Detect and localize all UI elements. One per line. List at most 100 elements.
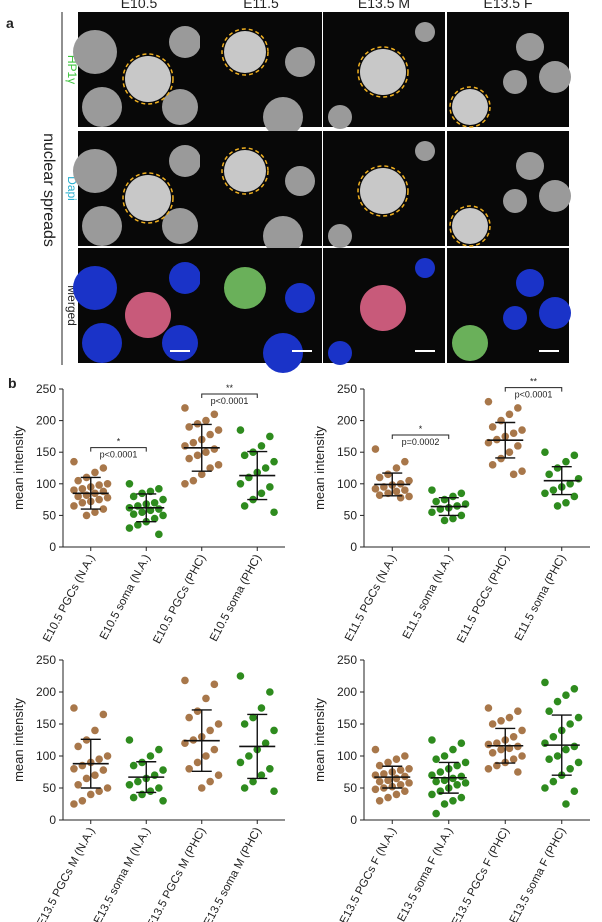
data-point: [432, 497, 440, 506]
data-point: [266, 483, 274, 491]
panel-label: a: [6, 15, 14, 31]
data-point: [70, 765, 78, 773]
data-point: [457, 511, 466, 520]
data-point: [261, 464, 270, 472]
data-point: [396, 766, 405, 774]
y-tick-label: 150: [337, 445, 357, 459]
data-point: [193, 707, 202, 715]
data-point: [545, 755, 553, 763]
y-tick-label: 0: [49, 540, 56, 554]
data-point: [428, 508, 436, 517]
nucleus: [285, 283, 315, 313]
data-point: [91, 508, 99, 517]
data-point: [375, 797, 384, 805]
y-tick-label: 150: [36, 717, 56, 731]
data-point: [375, 473, 384, 482]
nucleus: [360, 285, 406, 331]
nucleus: [263, 333, 303, 373]
panel-label: b: [8, 375, 17, 391]
data-point: [518, 426, 526, 434]
nucleus: [452, 89, 488, 125]
x-tick-label: E10.5 PGCs (N.A.): [41, 553, 97, 645]
data-point: [428, 736, 436, 744]
data-point: [457, 772, 466, 781]
nucleus: [328, 105, 352, 129]
data-point: [125, 480, 134, 488]
nucleus: [73, 30, 117, 74]
nucleus: [125, 56, 171, 102]
p-value: p<0.0001: [100, 450, 138, 460]
data-point: [405, 779, 413, 787]
data-point: [514, 768, 522, 776]
nucleus: [516, 33, 544, 61]
y-tick-label: 250: [337, 382, 357, 396]
data-point: [570, 742, 579, 751]
data-point: [159, 766, 167, 774]
data-point: [401, 752, 409, 760]
data-point: [95, 481, 103, 489]
data-point: [405, 476, 413, 485]
data-point: [78, 797, 87, 805]
data-point: [566, 765, 574, 773]
data-point: [384, 793, 392, 802]
data-point: [99, 464, 108, 472]
nucleus: [415, 22, 435, 42]
data-point: [125, 524, 134, 532]
data-point: [384, 758, 392, 767]
outline: [449, 205, 491, 247]
data-point: [134, 521, 142, 529]
data-point: [497, 416, 505, 425]
x-tick-label: E13.5 soma M (N.A.): [92, 826, 153, 922]
data-point: [103, 784, 112, 792]
data-point: [99, 766, 108, 774]
data-point: [214, 771, 223, 779]
x-tick-label: E13.5 PGCs F (N.A.): [338, 826, 399, 922]
data-point: [70, 704, 78, 712]
data-point: [549, 486, 558, 494]
data-point: [461, 779, 470, 787]
nucleus: [169, 145, 201, 177]
data-point: [436, 787, 445, 795]
data-point: [138, 790, 146, 799]
data-point: [95, 787, 103, 795]
data-point: [249, 777, 257, 786]
nucleus: [539, 61, 571, 93]
nucleus: [162, 89, 198, 125]
data-point: [570, 787, 579, 795]
data-point: [189, 438, 198, 447]
data-point: [159, 511, 167, 520]
data-point: [380, 770, 388, 778]
data-point: [257, 704, 266, 712]
y-tick-label: 250: [36, 382, 56, 396]
data-point: [210, 445, 219, 453]
y-tick-label: 50: [344, 508, 358, 522]
nucleus: [328, 224, 352, 248]
data-point: [562, 691, 570, 699]
nucleus: [82, 206, 122, 246]
data-point: [185, 765, 193, 773]
data-point: [488, 461, 497, 469]
data-point: [74, 492, 82, 501]
data-point: [541, 489, 549, 498]
x-tick-label: E11.5 PGCs (N.A.): [343, 553, 399, 644]
data-point: [257, 489, 266, 498]
data-point: [505, 713, 514, 722]
nucleus: [162, 325, 198, 361]
data-point: [249, 713, 257, 722]
nucleus: [169, 26, 201, 58]
data-point: [518, 726, 526, 735]
nucleus: [328, 341, 352, 365]
data-point: [70, 486, 78, 494]
data-point: [181, 676, 189, 685]
data-point: [202, 694, 210, 703]
data-point: [497, 745, 505, 754]
data-point: [428, 486, 436, 494]
x-tick-label: E13.5 PGCs F (PHC): [450, 826, 512, 922]
data-point: [384, 776, 392, 785]
data-point: [449, 514, 457, 523]
data-point: [103, 752, 112, 760]
data-point: [129, 793, 138, 802]
significance-bracket: [90, 447, 147, 452]
data-point: [146, 752, 155, 760]
nucleus: [82, 323, 122, 363]
